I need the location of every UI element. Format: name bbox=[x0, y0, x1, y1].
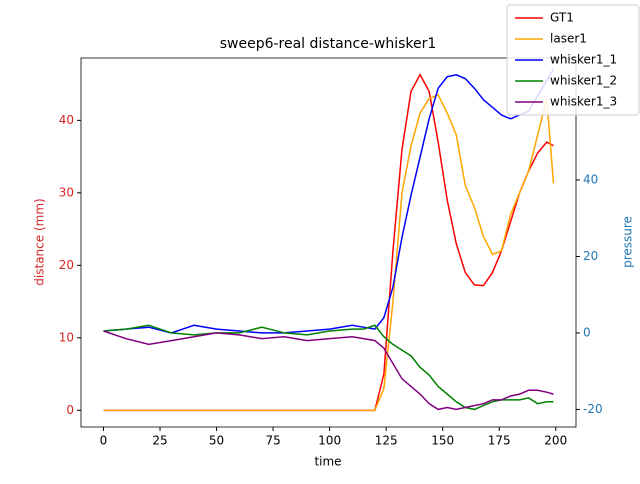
x-tick-label: 50 bbox=[209, 434, 224, 448]
y2-tick-label: 20 bbox=[583, 249, 598, 263]
plot-frame bbox=[80, 57, 577, 428]
series-line bbox=[103, 324, 554, 411]
y-tick-label: 0 bbox=[66, 403, 74, 417]
y2-tick-label: -20 bbox=[583, 402, 603, 416]
x-tick-label: 200 bbox=[544, 434, 567, 448]
x-tick-label: 75 bbox=[265, 434, 280, 448]
y2-tick-label: 40 bbox=[583, 172, 598, 186]
x-tick-label: 0 bbox=[100, 434, 108, 448]
legend-label: whisker1_2 bbox=[550, 74, 617, 88]
x-tick-label: 125 bbox=[375, 434, 398, 448]
x-tick-label: 175 bbox=[488, 434, 511, 448]
y2-axis-label: pressure bbox=[621, 216, 635, 268]
series-line bbox=[103, 94, 555, 412]
y-tick-label: 20 bbox=[59, 258, 74, 272]
series-line bbox=[103, 330, 554, 411]
x-tick-label: 100 bbox=[318, 434, 341, 448]
legend-label: whisker1_3 bbox=[550, 95, 617, 109]
y-tick-label: 30 bbox=[59, 185, 74, 199]
x-tick-label: 25 bbox=[152, 434, 167, 448]
chart-title: sweep6-real distance-whisker1 bbox=[220, 36, 437, 52]
legend-label: laser1 bbox=[550, 32, 587, 46]
legend-label: whisker1_1 bbox=[550, 53, 617, 67]
x-axis-label: time bbox=[314, 455, 341, 469]
y2-tick-label: 0 bbox=[583, 325, 591, 339]
legend-box bbox=[506, 4, 640, 116]
series-line bbox=[103, 68, 555, 334]
legend-label: GT1 bbox=[550, 11, 574, 25]
y-axis-label: distance (mm) bbox=[33, 198, 47, 285]
y-tick-label: 10 bbox=[59, 330, 74, 344]
x-tick-label: 150 bbox=[431, 434, 454, 448]
y-tick-label: 40 bbox=[59, 113, 74, 127]
